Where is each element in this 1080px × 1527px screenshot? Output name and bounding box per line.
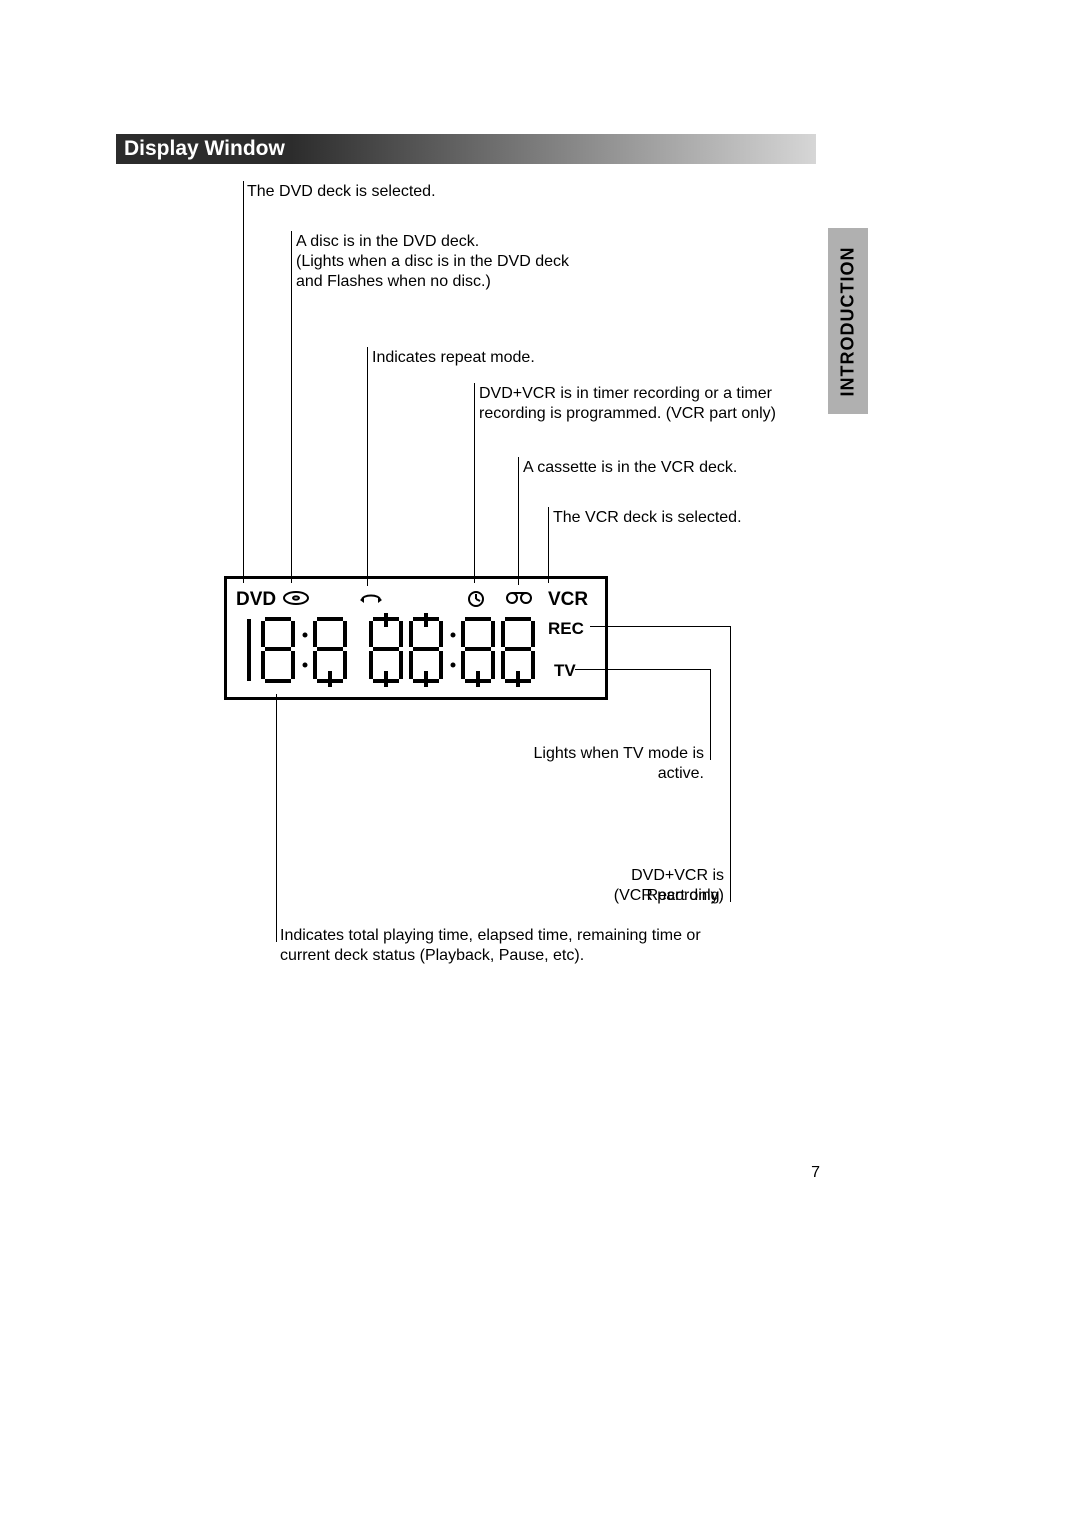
callout-playback-line2: current deck status (Playback, Pause, et… [280, 946, 584, 966]
lead-line [474, 383, 475, 583]
callout-repeat: Indicates repeat mode. [372, 348, 535, 368]
callout-timer-line1: DVD+VCR is in timer recording or a timer [479, 384, 772, 404]
callout-disc-line3: and Flashes when no disc.) [296, 272, 491, 292]
section-title-bar: Display Window [116, 134, 816, 164]
callout-playback-line1: Indicates total playing time, elapsed ti… [280, 926, 701, 946]
lead-line [518, 457, 519, 585]
display-panel: DVD VCR REC TV [224, 576, 608, 700]
lead-line [548, 507, 549, 583]
callout-timer-line2: recording is programmed. (VCR part only) [479, 404, 776, 424]
lead-line [276, 694, 277, 942]
section-title: Display Window [116, 137, 285, 160]
lead-line [730, 626, 731, 902]
vcr-indicator: VCR [548, 589, 588, 611]
callout-tv-mode: Lights when TV mode is active. [484, 744, 704, 784]
callout-vcr-selected: The VCR deck is selected. [553, 508, 742, 528]
manual-page: Display Window INTRODUCTION The DVD deck… [0, 0, 1080, 1527]
seven-segment-display [237, 613, 537, 687]
lead-line [243, 181, 244, 583]
section-tab: INTRODUCTION [828, 228, 868, 414]
callout-disc-line1: A disc is in the DVD deck. [296, 232, 479, 252]
lead-line [710, 669, 711, 760]
callout-cassette: A cassette is in the VCR deck. [523, 458, 737, 478]
section-tab-label: INTRODUCTION [838, 246, 859, 396]
page-number: 7 [811, 1164, 820, 1182]
callout-disc-line2: (Lights when a disc is in the DVD deck [296, 252, 569, 272]
repeat-icon [358, 590, 384, 606]
timer-icon [467, 590, 485, 608]
disc-icon [283, 590, 309, 606]
tv-indicator: TV [554, 661, 576, 681]
lead-line [291, 231, 292, 583]
cassette-icon [505, 590, 533, 606]
rec-indicator: REC [548, 619, 584, 639]
dvd-indicator: DVD [236, 589, 276, 611]
lead-line [367, 347, 368, 586]
lead-line [590, 626, 730, 627]
callout-recording-line2: (VCR part only) [554, 886, 724, 906]
callout-dvd-selected: The DVD deck is selected. [247, 182, 436, 202]
